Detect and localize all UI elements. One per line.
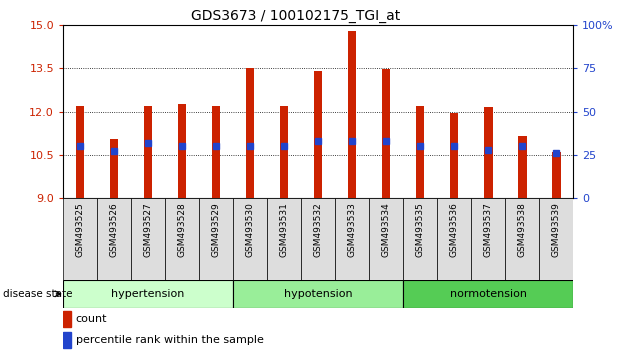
Bar [335,198,369,280]
Text: GSM493536: GSM493536 [450,202,459,257]
Bar [63,332,71,348]
Bar [301,198,335,280]
Bar [212,106,220,198]
Bar [233,198,267,280]
Bar [246,68,255,198]
Text: normotension: normotension [450,289,527,299]
Text: GSM493526: GSM493526 [110,202,118,257]
Text: GSM493530: GSM493530 [246,202,255,257]
Bar [165,198,199,280]
Text: GSM493527: GSM493527 [144,202,152,257]
Bar [382,69,391,198]
Bar [97,198,131,280]
Bar [63,311,71,327]
Bar [63,280,233,308]
Bar [76,106,84,198]
Text: GSM493529: GSM493529 [212,202,220,257]
Bar [552,152,561,198]
Bar [199,198,233,280]
Text: hypertension: hypertension [112,289,185,299]
Bar [144,106,152,198]
Text: GDS3673 / 100102175_TGI_at: GDS3673 / 100102175_TGI_at [192,9,401,23]
Bar [539,198,573,280]
Text: count: count [76,314,107,324]
Bar [280,106,289,198]
Text: GSM493532: GSM493532 [314,202,323,257]
Text: GSM493539: GSM493539 [552,202,561,257]
Text: GSM493538: GSM493538 [518,202,527,257]
Bar [369,198,403,280]
Text: GSM493525: GSM493525 [76,202,84,257]
Bar [403,198,437,280]
Text: hypotension: hypotension [284,289,352,299]
Bar [267,198,301,280]
Bar [178,104,186,198]
Bar [416,106,425,198]
Bar [450,113,459,198]
Text: GSM493535: GSM493535 [416,202,425,257]
Text: GSM493531: GSM493531 [280,202,289,257]
Bar [131,198,165,280]
Bar [110,139,118,198]
Bar [437,198,471,280]
Bar [233,280,403,308]
Bar [518,136,527,198]
Text: GSM493534: GSM493534 [382,202,391,257]
Bar [63,198,97,280]
Text: GSM493528: GSM493528 [178,202,186,257]
Bar [348,30,357,198]
Bar [314,71,323,198]
Text: GSM493537: GSM493537 [484,202,493,257]
Text: disease state: disease state [3,289,72,299]
Text: GSM493533: GSM493533 [348,202,357,257]
Bar [471,198,505,280]
Text: percentile rank within the sample: percentile rank within the sample [76,335,263,345]
Bar [484,107,493,198]
Bar [403,280,573,308]
Bar [505,198,539,280]
